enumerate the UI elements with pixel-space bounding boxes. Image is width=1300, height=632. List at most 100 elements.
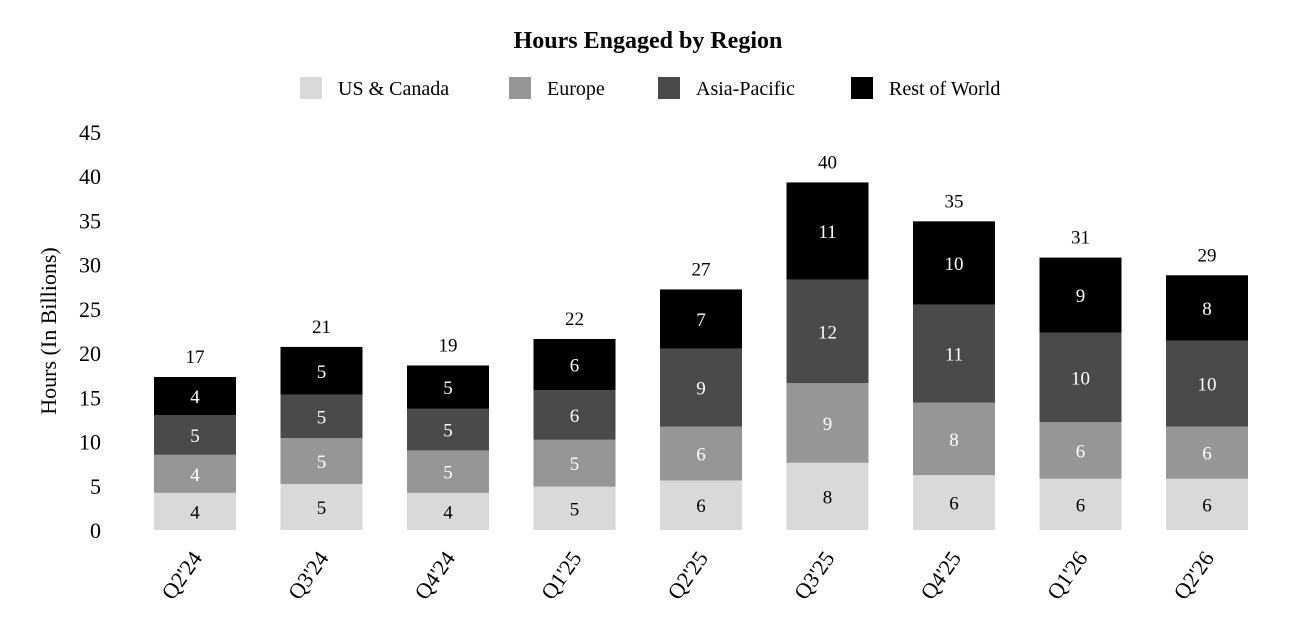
bar-segment [1166,426,1248,479]
bar-total-label: 35 [945,191,964,212]
bar-segment [913,475,995,530]
y-tick-label: 5 [90,474,101,499]
y-tick-label: 10 [79,430,101,455]
segment-value-label: 12 [818,322,837,343]
x-tick-label: Q1'25 [536,547,587,605]
x-tick-label: Q2'24 [156,547,207,605]
y-tick-label: 45 [79,120,101,145]
bar-segment [786,182,869,280]
bar-segment [407,408,489,451]
bar-segment [1039,422,1122,479]
x-tick-label: Q4'24 [409,547,460,605]
y-tick-label: 0 [90,518,101,543]
y-tick-label: 15 [79,385,101,410]
bar-segment [1039,478,1122,530]
total-labels: 17 21 19 22 27 40 35 31 29 [186,152,1217,368]
segment-value-label: 6 [570,406,580,427]
bar-segment [533,439,616,487]
bar-segment [1166,478,1248,530]
bar-segment [154,492,236,530]
segment-value-label: 4 [190,502,200,523]
bar-segment [660,348,742,427]
segment-value-label: 5 [317,407,327,428]
chart-title: Hours Engaged by Region [514,28,783,54]
y-tick-label: 35 [79,208,101,233]
segment-value-label: 8 [1202,299,1212,320]
bar-segment [533,390,616,440]
x-tick-label: Q2'25 [662,547,713,605]
segment-value-label: 6 [696,496,706,517]
legend-swatch [851,77,873,99]
bar-segment [913,402,995,476]
segment-value-label: 6 [1076,441,1086,462]
segment-value-label: 6 [949,494,959,515]
segment-value-label: 5 [570,499,580,520]
x-tick-label: Q3'25 [789,547,840,605]
y-tick-label: 20 [79,341,101,366]
segment-value-label: 11 [818,222,836,243]
segment-value-label: 6 [696,444,706,465]
bar-segment [280,394,363,439]
bar-segment [786,462,869,530]
bar-segment [154,376,236,416]
bar-segment [533,338,616,391]
x-tick-label: Q3'24 [283,547,334,605]
segment-value-label: 5 [443,463,453,484]
segment-value-label: 9 [696,379,706,400]
segment-value-label: 5 [443,421,453,442]
bar-segment [154,415,236,455]
segment-value-label: 7 [696,310,706,331]
legend-swatch [509,77,531,99]
segment-value-label: 5 [443,378,453,399]
bar-segment [407,492,489,530]
segment-value-label: 5 [190,426,200,447]
bar-total-label: 27 [692,259,711,280]
segment-value-label: 6 [1076,495,1086,516]
bar-segment [660,480,742,530]
legend-label: Europe [547,78,605,100]
bar-segment [1039,257,1122,333]
segment-value-label: 5 [317,498,327,519]
segment-value-label: 6 [1202,495,1212,516]
bar-segment [1039,332,1122,423]
bar-total-label: 17 [186,347,205,368]
legend-label: Rest of World [889,78,1000,100]
segment-value-label: 4 [443,502,453,523]
segment-value-label: 4 [190,465,200,486]
bar-segment [407,365,489,409]
segment-value-label: 5 [570,454,580,475]
segment-value-label: 6 [1202,444,1212,465]
bar-segment [280,346,363,395]
x-tick-label: Q1'26 [1042,547,1093,605]
segment-value-label: 5 [317,362,327,383]
y-tick-label: 40 [79,164,101,189]
segment-value-label: 11 [945,345,963,366]
bar-segment [913,221,995,305]
segment-value-label: 8 [823,487,833,508]
bar-total-label: 22 [565,309,584,330]
legend-swatch [658,77,680,99]
bar-segment [786,383,869,463]
legend-label: US & Canada [338,78,449,100]
segment-value-label: 9 [1076,286,1086,307]
segment-value-label: 10 [1071,368,1090,389]
bar-total-label: 40 [818,152,837,173]
bar-segment [280,484,363,530]
segment-value-label: 9 [823,414,833,435]
bar-segment [660,289,742,349]
segment-value-label: 5 [317,452,327,473]
bar-segment [154,454,236,493]
legend-swatch [300,77,322,99]
bar-total-label: 19 [439,335,458,356]
bar-segment [533,486,616,530]
segment-value-label: 10 [945,254,964,275]
legend: US & Canada Europe Asia-Pacific Rest of Wor… [300,77,1000,100]
segment-value-label: 4 [190,387,200,408]
segment-value-label: 8 [949,430,959,451]
bar-segment [660,426,742,481]
segment-value-label: 6 [570,356,580,377]
bar-total-label: 31 [1071,228,1090,249]
bar-segment [1166,275,1248,341]
bar-segment [280,438,363,485]
